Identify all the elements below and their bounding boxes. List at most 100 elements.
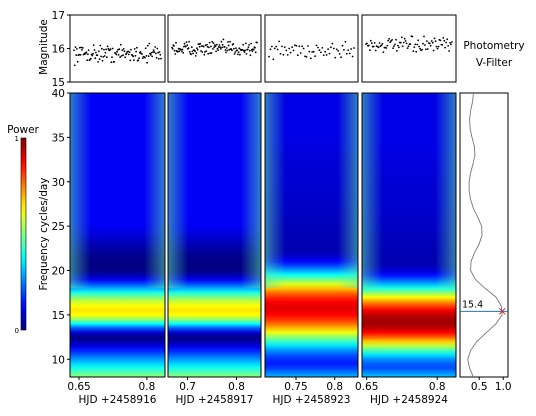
photometry-point (439, 39, 442, 42)
photometry-point (102, 56, 105, 58)
photometry-point (327, 48, 329, 51)
colorbar-tick-min: 0 (15, 327, 19, 335)
photometry-point (391, 39, 393, 41)
photometry-point (73, 64, 76, 67)
photometry-point (434, 40, 437, 43)
photometry-point (428, 42, 431, 45)
photometry-point (330, 46, 332, 49)
photometry-point (136, 46, 138, 49)
photometry-point (385, 47, 388, 49)
photometry-point (220, 40, 223, 43)
photometry-point (244, 42, 247, 45)
photometry-point (124, 56, 127, 59)
photometry-point (334, 56, 337, 59)
photometry-point (401, 45, 404, 48)
photometry-point (305, 56, 308, 58)
photometry-point (150, 51, 153, 54)
photometry-point (282, 53, 285, 56)
photometry-point (416, 43, 419, 46)
photometry-point (96, 54, 99, 56)
photometry-point (149, 54, 152, 56)
photometry-point (81, 49, 83, 51)
spectrogram-frame (264, 92, 359, 378)
photometry-point (92, 52, 94, 55)
photometry-point (292, 49, 295, 52)
photometry-point (133, 59, 135, 61)
photometry-point (433, 37, 436, 40)
photometry-point (332, 47, 335, 50)
photometry-point (158, 51, 161, 53)
photometry-point (229, 40, 231, 43)
photometry-point (145, 54, 148, 57)
frequency-tick-label: 25 (52, 221, 65, 233)
photometry-point (84, 52, 87, 55)
photometry-point (421, 48, 423, 51)
photometry-point (144, 56, 146, 59)
photometry-point (370, 42, 373, 45)
photometry-point (372, 45, 375, 48)
photometry-point (214, 45, 217, 48)
spectrogram-x-tick-label: 0.75 (284, 381, 307, 393)
photometry-point (127, 53, 130, 56)
photometry-point (153, 51, 156, 54)
photometry-point (196, 49, 199, 51)
photometry-point (269, 48, 272, 51)
photometry-point (422, 42, 424, 45)
photometry-point (208, 41, 211, 44)
photometry-point (123, 50, 126, 53)
spectrogram-x-tick-label: 0.8 (326, 381, 343, 393)
magnitude-tick-label: 16 (52, 44, 66, 56)
photometry-point (279, 52, 282, 55)
photometry-point (397, 44, 399, 47)
photometry-point (374, 49, 377, 52)
photometry-point (417, 39, 420, 42)
photometry-label-line1: Photometry (463, 40, 524, 52)
frequency-tick-label: 35 (52, 132, 65, 144)
photometry-point (382, 51, 385, 54)
peak-marker-cross (498, 307, 506, 315)
photometry-point (139, 51, 142, 53)
photometry-point (216, 47, 219, 50)
photometry-panel-2 (167, 14, 262, 83)
photometry-point (195, 52, 198, 54)
photometry-point (199, 42, 202, 45)
photometry-point (242, 43, 245, 46)
photometry-point (312, 50, 315, 53)
photometry-point (152, 49, 155, 52)
photometry-point (76, 48, 78, 50)
frequency-tick-label: 20 (52, 266, 65, 278)
photometry-point (177, 47, 180, 50)
photometry-point (78, 46, 81, 49)
photometry-point (406, 47, 409, 49)
photometry-point (429, 44, 432, 47)
photometry-point (141, 57, 144, 59)
photometry-point (249, 54, 252, 57)
photometry-point (200, 45, 203, 47)
photometry-point (119, 56, 121, 58)
photometry-point (231, 49, 233, 52)
frequency-tick-label: 30 (52, 177, 65, 189)
photometry-point (285, 49, 288, 52)
photometry-point (210, 45, 212, 48)
spectrogram-frame (167, 92, 262, 378)
photometry-point (276, 48, 279, 51)
photometry-point (432, 49, 435, 52)
photometry-point (337, 50, 340, 52)
photometry-point (122, 54, 124, 57)
photometry-point (130, 48, 132, 51)
photometry-point (75, 54, 78, 56)
photometry-point (89, 57, 92, 60)
photometry-point (215, 43, 218, 46)
photometry-point (389, 41, 392, 44)
photometry-point (289, 51, 292, 54)
photometry-point (431, 41, 434, 44)
photometry-point (219, 48, 222, 50)
photometry-point (147, 55, 150, 58)
photometry-point (450, 43, 452, 46)
photometry-point (234, 51, 237, 53)
photometry-point (212, 42, 215, 44)
photometry-point (120, 55, 123, 57)
photometry-point (344, 40, 347, 43)
photometry-point (174, 53, 177, 55)
